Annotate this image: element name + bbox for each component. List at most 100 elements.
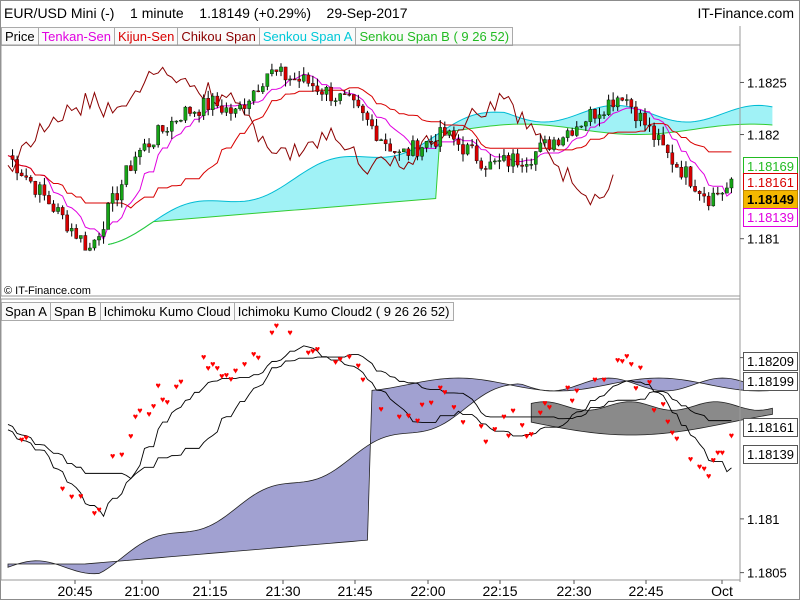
heart-marker: ♥ xyxy=(96,505,101,515)
candle-body xyxy=(206,98,211,110)
candle-body xyxy=(729,178,734,189)
heart-marker: ♥ xyxy=(155,380,160,390)
candle-body xyxy=(10,155,15,160)
candle-body xyxy=(524,164,529,167)
candle-body xyxy=(320,91,324,95)
heart-marker: ♥ xyxy=(178,377,183,387)
candle-body xyxy=(251,90,256,102)
candle-body xyxy=(247,100,251,109)
heart-marker: ♥ xyxy=(256,352,261,362)
candle-body xyxy=(279,66,283,72)
heart-marker: ♥ xyxy=(442,387,447,397)
heart-marker: ♥ xyxy=(219,371,224,381)
tag-tenkan-sen: 1.18139 xyxy=(743,208,798,227)
heart-marker: ♥ xyxy=(24,432,29,442)
legend-span-b[interactable]: Span B xyxy=(49,302,101,321)
candle-body xyxy=(160,125,165,132)
heart-marker: ♥ xyxy=(501,412,506,422)
legend-chikou-span[interactable]: Chikou Span xyxy=(177,27,260,46)
x-tick-label: 21:45 xyxy=(337,583,372,599)
heart-marker: ♥ xyxy=(378,404,383,414)
heart-marker: ♥ xyxy=(547,402,552,412)
heart-marker: ♥ xyxy=(711,455,716,465)
chart-header: EUR/USD Mini (-) 1 minute 1.18149 (+0.29… xyxy=(0,0,800,26)
candle-body xyxy=(593,109,597,119)
candle-body xyxy=(324,86,329,95)
candle-body xyxy=(656,134,661,140)
heart-marker: ♥ xyxy=(306,347,311,357)
candle-body xyxy=(356,99,361,107)
candle-body xyxy=(370,119,374,127)
legend-kumo-cloud2[interactable]: Ichimoku Kumo Cloud2 ( 9 26 26 52) xyxy=(233,302,454,321)
candle-body xyxy=(156,125,160,146)
candle-body xyxy=(411,140,415,156)
candle-body xyxy=(33,181,38,195)
heart-marker: ♥ xyxy=(647,377,652,387)
interval-label: 1 minute xyxy=(130,5,184,21)
candle-body xyxy=(192,111,197,114)
candle-body xyxy=(588,109,593,122)
candle-body xyxy=(374,125,379,141)
heart-marker: ♥ xyxy=(633,383,638,393)
candle-body xyxy=(647,124,652,127)
candle-body xyxy=(606,99,611,115)
heart-marker: ♥ xyxy=(228,374,233,384)
heart-marker: ♥ xyxy=(69,492,74,502)
candle-body xyxy=(78,235,83,239)
legend-senkou-span-b[interactable]: Senkou Span B ( 9 26 52) xyxy=(355,27,514,46)
candle-body xyxy=(520,164,524,167)
heart-marker: ♥ xyxy=(60,484,65,494)
candle-body xyxy=(716,192,720,195)
candle-body xyxy=(697,191,702,194)
candle-body xyxy=(602,114,606,116)
candle-body xyxy=(543,139,547,144)
heart-marker: ♥ xyxy=(510,405,515,415)
heart-marker: ♥ xyxy=(160,394,165,404)
heart-marker: ♥ xyxy=(397,411,402,421)
tag-cloud-value-2: 1.18199 xyxy=(743,372,798,391)
candle-body xyxy=(188,106,192,114)
heart-marker: ♥ xyxy=(215,363,220,373)
candle-body xyxy=(720,192,725,195)
heart-marker: ♥ xyxy=(715,447,720,457)
candle-body xyxy=(15,159,19,174)
heart-marker: ♥ xyxy=(315,344,320,354)
candle-body xyxy=(474,145,479,162)
candle-body xyxy=(429,141,433,143)
candle-body xyxy=(233,108,238,114)
candle-body xyxy=(129,165,133,171)
heart-marker: ♥ xyxy=(347,351,352,361)
heart-marker: ♥ xyxy=(438,382,443,392)
candle-body xyxy=(292,78,297,81)
candle-body xyxy=(693,186,697,192)
heart-marker: ♥ xyxy=(538,407,543,417)
legend-span-a[interactable]: Span A xyxy=(1,302,51,321)
candle-body xyxy=(333,100,338,102)
candle-body xyxy=(174,120,179,123)
candle-body xyxy=(625,99,629,101)
x-tick-label: 22:30 xyxy=(556,583,591,599)
candle-body xyxy=(515,153,520,166)
candle-body xyxy=(584,121,588,127)
candle-body xyxy=(101,229,106,237)
candle-body xyxy=(256,90,261,93)
y-tick-label: 1.181 xyxy=(747,232,780,247)
heart-marker: ♥ xyxy=(428,397,433,407)
heart-marker: ♥ xyxy=(128,431,133,441)
candle-body xyxy=(415,140,420,157)
y-tick-label: 1.1825 xyxy=(747,75,787,90)
legend-kumo-cloud[interactable]: Ichimoku Kumo Cloud xyxy=(99,302,235,321)
x-tick-label: Oct xyxy=(711,583,733,599)
last-price: 1.18149 xyxy=(199,5,250,21)
candle-body xyxy=(579,125,584,128)
candle-body xyxy=(142,143,147,151)
candle-body xyxy=(242,104,247,109)
candle-body xyxy=(470,144,474,147)
candle-body xyxy=(311,83,315,87)
heart-marker: ♥ xyxy=(269,327,274,337)
cloud-panel: ♥ ♥♥♥ ♥♥ ♥♥ ♥♥♥♥ ♥♥♥♥ ♥♥ ♥♥♥ ♥ ♥♥ ♥ ♥♥♥♥ ♥♥♥♥♥ ♥ ♥♥ ♥ ♥♥… xyxy=(7,321,773,575)
tenkan-sen-line xyxy=(7,73,732,241)
brand-link[interactable]: IT-Finance.com xyxy=(697,5,794,21)
heart-marker: ♥ xyxy=(137,406,142,416)
